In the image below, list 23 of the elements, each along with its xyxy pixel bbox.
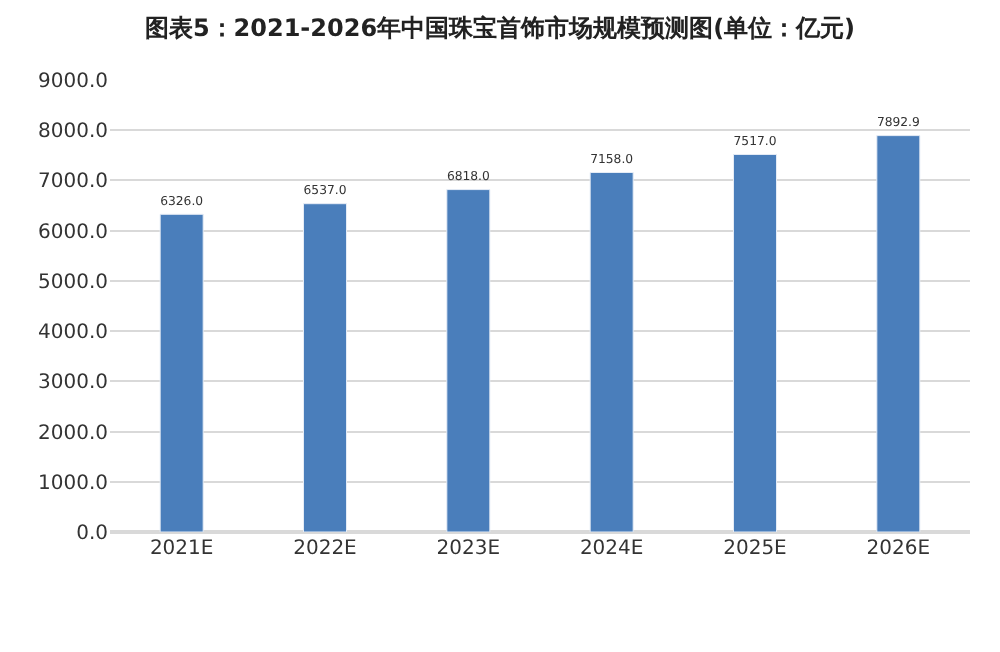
bar xyxy=(876,135,921,532)
y-tick-label: 0.0 xyxy=(76,523,108,545)
y-tick-label: 3000.0 xyxy=(38,372,108,395)
bar xyxy=(159,213,204,532)
y-tick-label: 9000.0 xyxy=(38,71,108,93)
bar xyxy=(589,172,634,532)
x-tick-label: 2023E xyxy=(436,538,501,560)
y-tick-label: 7000.0 xyxy=(38,171,108,194)
x-tick-label: 2021E xyxy=(149,538,214,560)
x-tick-label: 2022E xyxy=(293,538,357,560)
bar xyxy=(733,153,777,532)
y-tick-label: 2000.0 xyxy=(38,422,108,445)
y-tick-label: 4000.0 xyxy=(38,322,108,345)
x-tick-label: 2025E xyxy=(723,538,787,560)
chart-title: 图表5：2021-2026年中国珠宝首饰市场规模预测图(单位：亿元) xyxy=(144,14,856,43)
bar xyxy=(446,189,491,532)
x-tick-label: 2026E xyxy=(866,538,931,560)
y-tick-label: 8000.0 xyxy=(38,121,108,144)
bar xyxy=(303,203,347,532)
y-tick-label: 5000.0 xyxy=(38,271,108,294)
y-tick-label: 6000.0 xyxy=(38,221,108,244)
x-tick-label: 2024E xyxy=(579,538,644,560)
y-tick-label: 1000.0 xyxy=(38,472,108,495)
